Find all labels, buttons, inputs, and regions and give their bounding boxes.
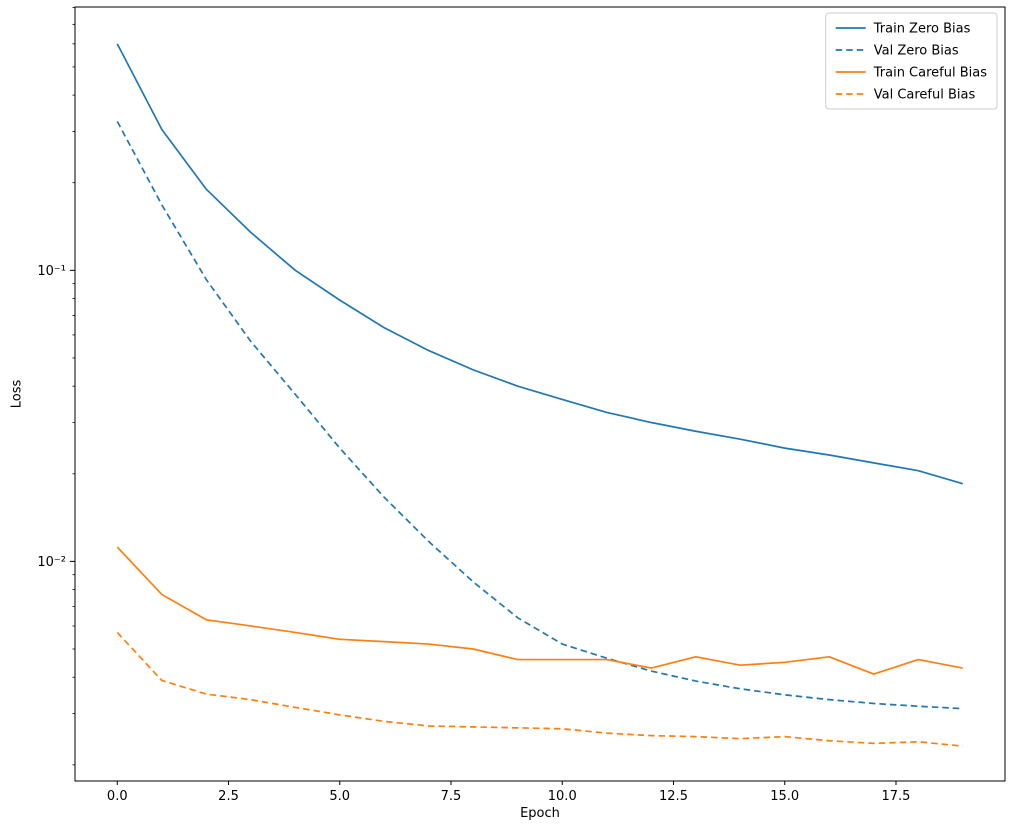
y-tick-label: 10⁻¹ [37, 264, 66, 279]
x-tick-label: 0.0 [107, 789, 128, 804]
legend-label: Val Careful Bias [874, 88, 976, 103]
legend-box [825, 12, 998, 110]
x-tick-label: 10.0 [548, 789, 577, 804]
series-val-careful-bias [116, 631, 963, 747]
x-tick-label: 12.5 [659, 789, 688, 804]
legend: Train Zero Bias Val Zero Bias Train Carefu… [825, 12, 998, 110]
legend-label: Val Zero Bias [874, 44, 959, 59]
x-tick-label: 2.5 [218, 789, 239, 804]
y-axis-label: Loss [9, 379, 25, 409]
x-tick-label: 5.0 [329, 789, 350, 804]
legend-label: Train Zero Bias [873, 22, 971, 37]
x-tick-label: 17.5 [882, 789, 911, 804]
x-tick-label: 7.5 [441, 789, 462, 804]
x-axis-label: Epoch [520, 806, 560, 821]
series-train-careful-bias [116, 546, 963, 675]
series-train-zero-bias [116, 43, 963, 485]
series-val-zero-bias [116, 120, 963, 710]
x-tick-label: 15.0 [770, 789, 799, 804]
legend-label: Train Careful Bias [873, 66, 987, 81]
plot-border [74, 6, 1006, 782]
y-tick-label: 10⁻² [37, 555, 66, 570]
